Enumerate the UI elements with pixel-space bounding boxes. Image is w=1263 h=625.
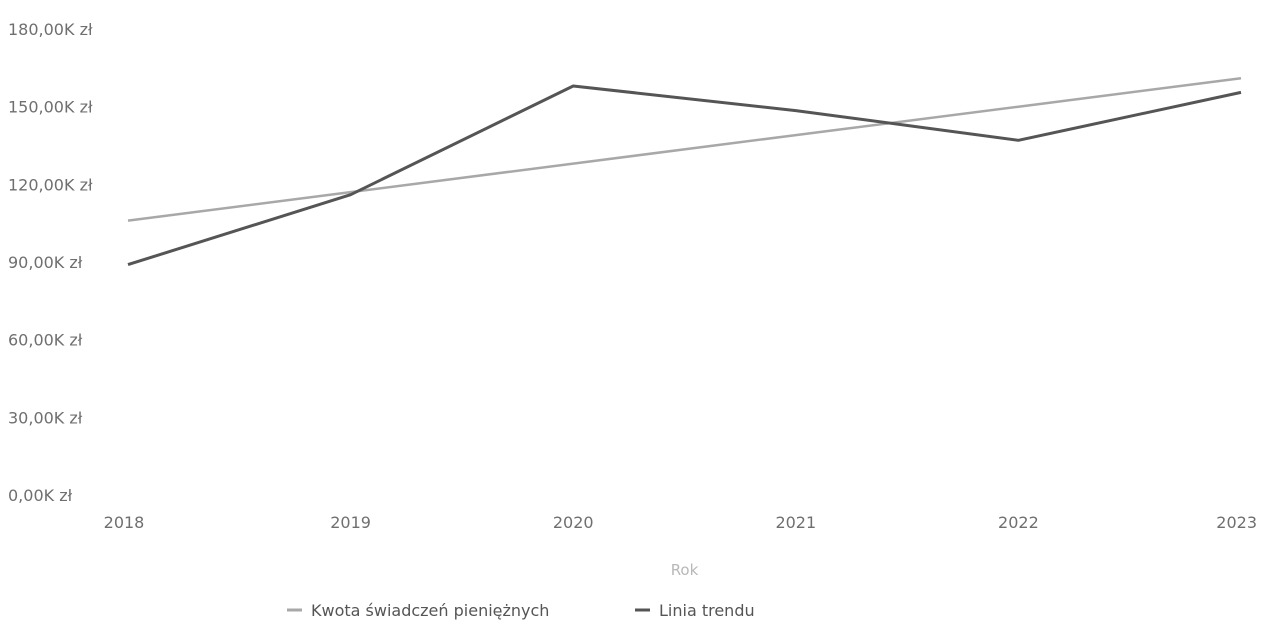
x-tick-label: 2018 <box>104 513 145 532</box>
series-lines <box>127 76 1242 267</box>
legend-label: Kwota świadczeń pieniężnych <box>311 601 549 620</box>
y-tick-label: 60,00K zł <box>8 331 83 350</box>
y-tick-label: 30,00K zł <box>8 408 83 427</box>
x-tick-label: 2022 <box>998 513 1039 532</box>
y-tick-label: 0,00K zł <box>8 486 73 505</box>
legend-item-2[interactable]: Linia trendu <box>635 601 755 620</box>
x-axis-title: Rok <box>671 561 699 579</box>
y-tick-label: 120,00K zł <box>8 175 93 194</box>
y-axis-tick-labels: 0,00K zł 30,00K zł 60,00K zł 90,00K zł 120,0… <box>8 20 93 505</box>
legend[interactable]: Kwota świadczeń pieniężnych Linia trendu <box>287 601 755 620</box>
y-tick-label: 150,00K zł <box>8 98 93 117</box>
series-line-2 <box>127 84 1242 267</box>
x-tick-label: 2019 <box>330 513 371 532</box>
legend-item-1[interactable]: Kwota świadczeń pieniężnych <box>287 601 549 620</box>
x-tick-label: 2021 <box>775 513 816 532</box>
x-axis-tick-labels: 2018 2019 2020 2021 2022 2023 <box>104 513 1257 532</box>
x-tick-label: 2020 <box>553 513 594 532</box>
y-tick-label: 180,00K zł <box>8 20 93 39</box>
legend-label: Linia trendu <box>659 601 755 620</box>
x-tick-label: 2023 <box>1216 513 1257 532</box>
series-line-1 <box>127 76 1242 222</box>
y-tick-label: 90,00K zł <box>8 253 83 272</box>
